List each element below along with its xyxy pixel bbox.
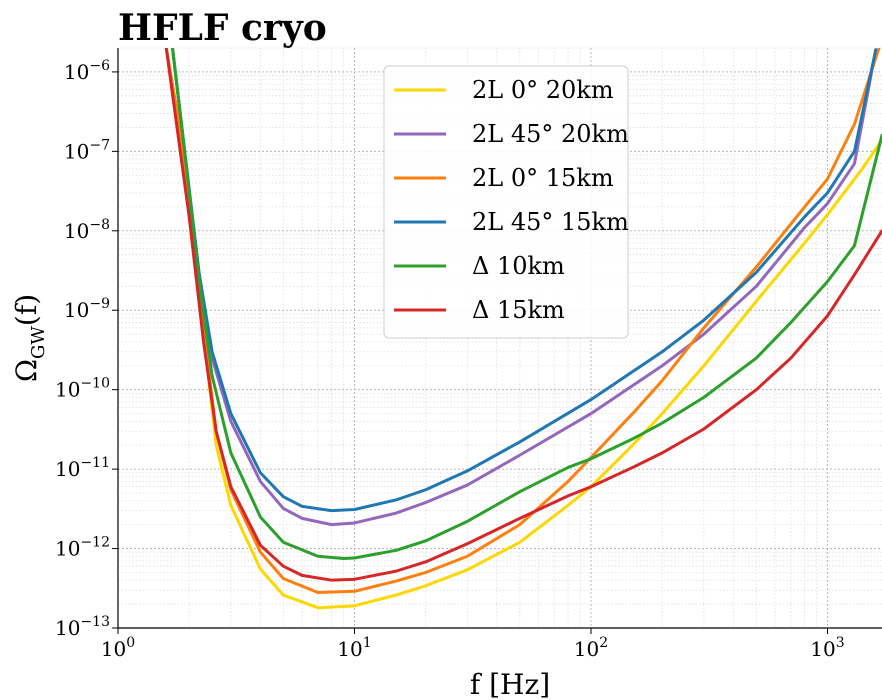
- legend-label: 2L 0° 20km: [472, 76, 614, 104]
- x-tick-label: 100: [101, 635, 135, 661]
- y-tick-label: 10−12: [55, 535, 110, 561]
- legend-label: Δ 10km: [472, 252, 565, 280]
- legend-label: 2L 45° 15km: [472, 208, 629, 236]
- legend-label: 2L 45° 20km: [472, 120, 629, 148]
- y-tick-label: 10−9: [64, 296, 110, 322]
- y-tick-label: 10−13: [55, 614, 110, 640]
- series-lines: [164, 48, 882, 610]
- y-tick-label: 10−6: [64, 58, 110, 84]
- x-tick-label: 101: [337, 635, 371, 661]
- y-tick-label: 10−11: [55, 455, 110, 481]
- x-axis-label: f [Hz]: [470, 668, 550, 700]
- chart-title: HFLF cryo: [118, 7, 327, 49]
- series-line-2: [171, 48, 878, 527]
- y-tick-label: 10−10: [55, 376, 110, 402]
- legend-label: Δ 15km: [472, 296, 565, 324]
- legend-label: 2L 0° 15km: [472, 164, 614, 192]
- y-axis-ticks: 10−13 10−12 10−11 10−10 10−9 10−8 10−7 10−6: [55, 58, 118, 640]
- series-line-6: [164, 48, 882, 582]
- y-tick-label: 10−8: [64, 217, 110, 243]
- plot-frame: [117, 48, 882, 629]
- x-axis-ticks: 100 101 102 103: [101, 628, 845, 661]
- y-axis-label: ΩGW(f): [10, 294, 49, 382]
- x-tick-label: 102: [574, 635, 608, 661]
- series-line-4: [171, 48, 878, 513]
- legend: 2L 0° 20km 2L 45° 20km 2L 0° 15km 2L 45° 15…: [383, 65, 629, 339]
- y-tick-label: 10−7: [64, 137, 110, 163]
- series-line-5: [171, 48, 882, 560]
- x-tick-label: 103: [810, 635, 844, 661]
